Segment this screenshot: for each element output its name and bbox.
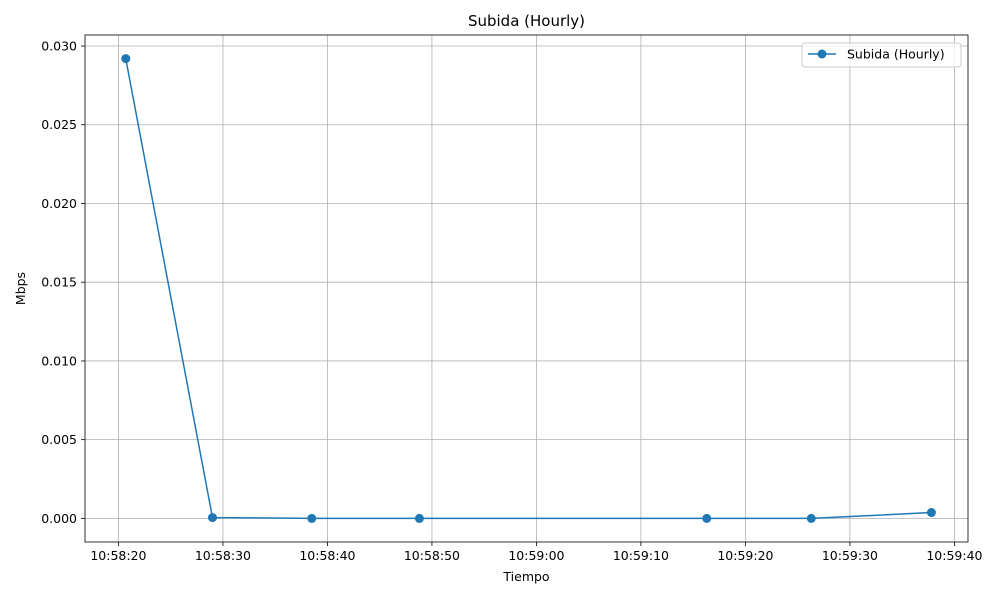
x-tick-label: 10:58:20: [90, 548, 146, 563]
plot-frame: [84, 34, 969, 543]
x-tick-label: 10:58:30: [195, 548, 251, 563]
data-point: [414, 513, 424, 523]
x-tick-label: 10:59:30: [822, 548, 878, 563]
legend-box: [801, 42, 962, 68]
y-tick-label: 0.000: [41, 511, 77, 526]
legend: Subida (Hourly): [801, 42, 962, 68]
data-point: [121, 54, 131, 64]
axis-ticks: 10:58:20 10:58:30 10:58:40 10:58:50 10:59:00…: [41, 39, 982, 563]
y-tick-label: 0.010: [41, 353, 77, 368]
x-tick-label: 10:58:50: [404, 548, 460, 563]
data-point: [307, 513, 317, 523]
data-point: [806, 513, 816, 523]
y-tick-label: 0.025: [41, 117, 77, 132]
x-tick-label: 10:59:40: [926, 548, 982, 563]
x-tick-label: 10:58:40: [299, 548, 355, 563]
y-tick-label: 0.020: [41, 196, 77, 211]
y-axis-title: Mbps: [13, 272, 28, 305]
data-point: [926, 508, 936, 518]
x-tick-label: 10:59:00: [508, 548, 564, 563]
x-axis-title: Tiempo: [502, 569, 549, 584]
data-point: [702, 513, 712, 523]
x-tick-label: 10:59:10: [613, 548, 669, 563]
legend-label: Subida (Hourly): [847, 47, 945, 62]
legend-point-marker: [817, 49, 827, 59]
series-layer: [121, 54, 936, 523]
data-point: [207, 513, 217, 523]
y-tick-label: 0.030: [41, 39, 77, 54]
y-tick-label: 0.005: [41, 432, 77, 447]
y-tick-label: 0.015: [41, 275, 77, 290]
x-tick-label: 10:59:20: [717, 548, 773, 563]
chart-title: Subida (Hourly): [468, 12, 585, 30]
